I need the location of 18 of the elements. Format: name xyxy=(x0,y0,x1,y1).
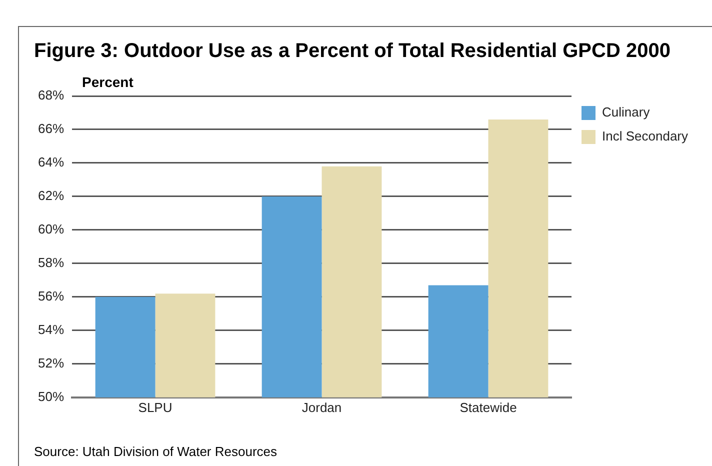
source-note: Source: Utah Division of Water Resources xyxy=(34,444,278,459)
y-tick-label: 52% xyxy=(38,355,64,370)
legend-label: Culinary xyxy=(602,104,650,120)
x-tick-label: Jordan xyxy=(302,400,342,415)
legend-label: Incl Secondary xyxy=(602,128,688,144)
y-tick-label: 50% xyxy=(38,388,64,404)
y-tick-label: 64% xyxy=(38,154,64,170)
y-axis-title: Percent xyxy=(82,74,134,90)
y-tick-label: 60% xyxy=(38,222,64,237)
y-tick-label: 58% xyxy=(38,255,64,270)
x-tick-label: Statewide xyxy=(460,400,517,415)
y-tick-label: 68% xyxy=(38,88,64,103)
y-tick-label: 62% xyxy=(38,188,64,204)
chart-title: Figure 3: Outdoor Use as a Percent of Total Residential GPCD 2000 xyxy=(34,40,670,63)
y-tick-label: 66% xyxy=(38,121,64,136)
x-tick-label: SLPU xyxy=(138,400,172,415)
y-tick-label: 56% xyxy=(38,288,64,304)
y-tick-label: 54% xyxy=(38,322,64,337)
